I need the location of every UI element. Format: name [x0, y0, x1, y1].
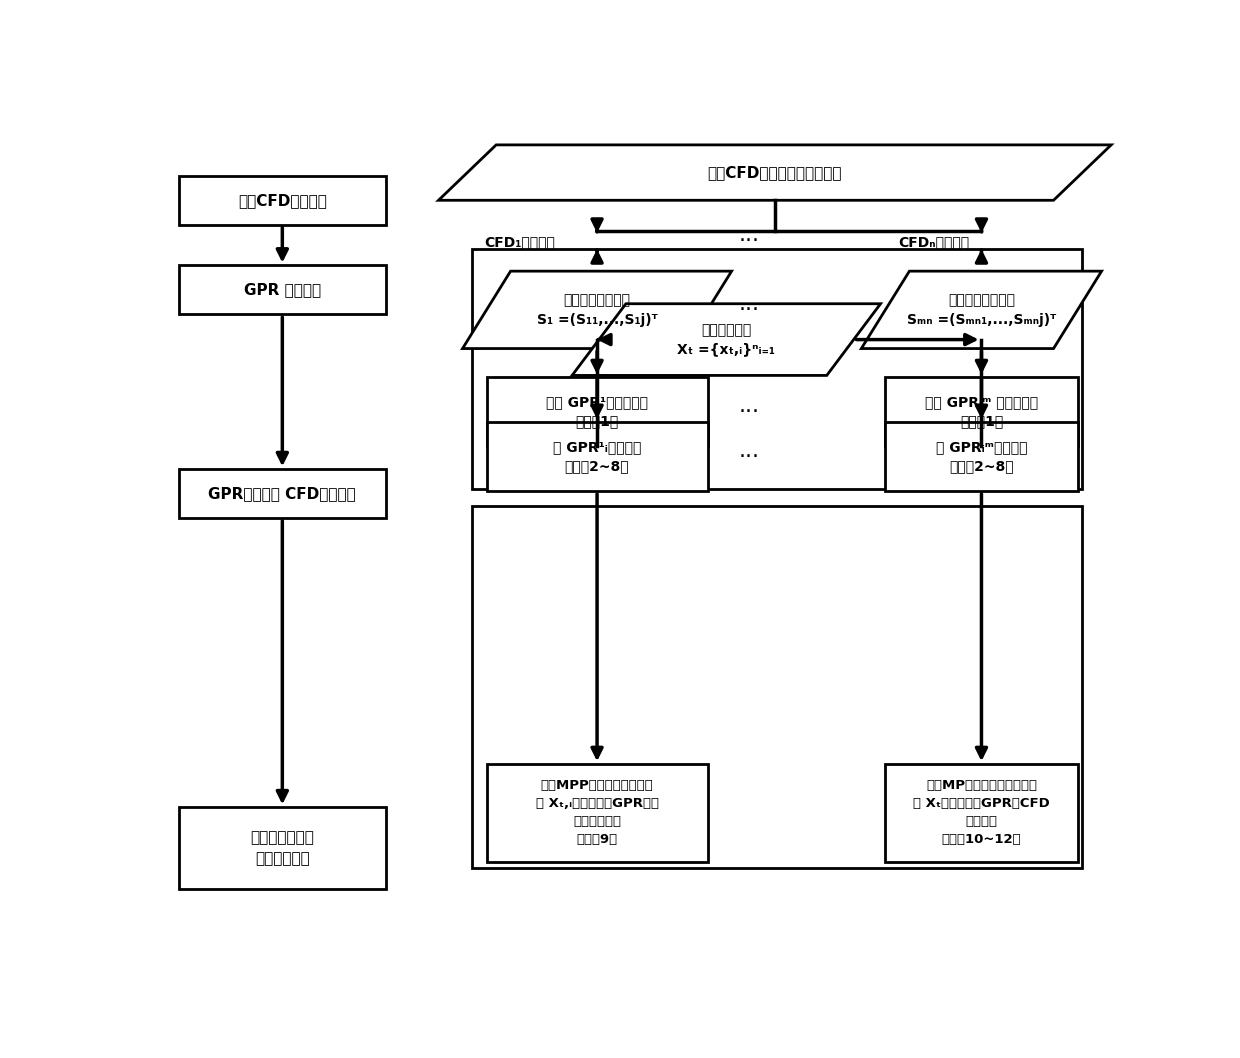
Bar	[486, 422, 708, 491]
Bar	[179, 266, 386, 314]
Text: GPR和相关的 CFD模型评估: GPR和相关的 CFD模型评估	[208, 486, 356, 501]
Text: ···: ···	[738, 446, 759, 467]
Text: 基于MPP指标为每个测试样
本 Xₜ,ᵢ选择合适的GPR模型
进行在线预测
公式（9）: 基于MPP指标为每个测试样 本 Xₜ,ᵢ选择合适的GPR模型 进行在线预测 公式…	[536, 780, 658, 846]
Polygon shape	[439, 145, 1111, 200]
Text: 对 GPR¹ᵢ进行评估
（公式2~8）: 对 GPR¹ᵢ进行评估 （公式2~8）	[553, 440, 641, 473]
Text: 建立CFD模型，收集建模数据: 建立CFD模型，收集建模数据	[708, 165, 842, 180]
Bar	[179, 469, 386, 518]
Text: 建立 GPR¹预测子模型
（公式1）: 建立 GPR¹预测子模型 （公式1）	[546, 395, 649, 428]
Bar	[486, 764, 708, 862]
Bar	[472, 506, 1083, 869]
Text: 对 GPRᵢᵐ进行评估
（公式2~8）: 对 GPRᵢᵐ进行评估 （公式2~8）	[936, 440, 1027, 473]
Text: ···: ···	[738, 300, 759, 321]
Text: 新的测试样本
Xₜ ={xₜ,ᵢ}ⁿᵢ₌₁: 新的测试样本 Xₜ ={xₜ,ᵢ}ⁿᵢ₌₁	[677, 323, 775, 357]
Text: 基于MP指标为每个测试样本
集 Xₜ选择合适的GPR或CFD
预测模型
公式（10~12）: 基于MP指标为每个测试样本 集 Xₜ选择合适的GPR或CFD 预测模型 公式（1…	[913, 780, 1050, 846]
Text: CFDₙ数值模型: CFDₙ数值模型	[898, 236, 968, 250]
Bar	[885, 422, 1078, 491]
Text: 选择合适的模型
预测瞬时温度: 选择合适的模型 预测瞬时温度	[250, 829, 314, 865]
Polygon shape	[572, 304, 880, 376]
Bar	[179, 176, 386, 224]
Text: CFD₁数值模型: CFD₁数值模型	[485, 236, 556, 250]
Text: ···: ···	[738, 231, 759, 251]
Text: 收集CFD仿真数据: 收集CFD仿真数据	[238, 193, 327, 207]
Text: ···: ···	[738, 402, 759, 422]
Polygon shape	[862, 271, 1101, 348]
Text: GPR 离线建模: GPR 离线建模	[244, 282, 321, 297]
Polygon shape	[463, 271, 732, 348]
Bar	[885, 764, 1078, 862]
Text: 分成若干样本子集
S₁ =(S₁₁,...,S₁j)ᵀ: 分成若干样本子集 S₁ =(S₁₁,...,S₁j)ᵀ	[537, 293, 657, 327]
Bar	[885, 377, 1078, 446]
Bar	[486, 377, 708, 446]
Text: 分成若干样本子集
Sₘₙ =(Sₘₙ₁,...,Sₘₙj)ᵀ: 分成若干样本子集 Sₘₙ =(Sₘₙ₁,...,Sₘₙj)ᵀ	[906, 293, 1056, 327]
Bar	[472, 249, 1083, 490]
Bar	[179, 807, 386, 889]
Text: 建立 GPRᵢᵐ 预测子模型
（公式1）: 建立 GPRᵢᵐ 预测子模型 （公式1）	[925, 395, 1038, 428]
